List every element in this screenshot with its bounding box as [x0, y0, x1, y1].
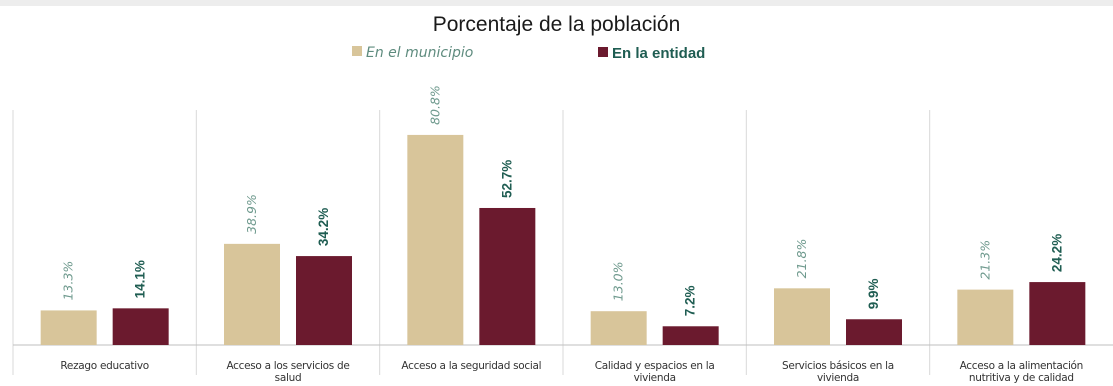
data-label-municipio: 38.9%: [244, 194, 259, 234]
bar-entidad: [112, 308, 169, 345]
bar-municipio: [224, 243, 280, 345]
bar-entidad: [296, 256, 352, 345]
bar-municipio: [407, 134, 464, 345]
bar-entidad: [846, 319, 902, 345]
x-tick-label: Acceso a los servicios de: [226, 360, 349, 372]
data-label-entidad: 9.9%: [866, 278, 881, 309]
legend-swatch-entidad: [598, 47, 608, 57]
data-label-entidad: 34.2%: [316, 208, 331, 246]
x-tick-label: vivienda: [634, 372, 676, 384]
chart-title: Porcentaje de la población: [432, 13, 681, 36]
bar-entidad: [479, 207, 536, 345]
x-tick-label: Rezago educativo: [60, 360, 149, 372]
x-tick-label: vivienda: [817, 372, 859, 384]
x-tick-label: Acceso a la seguridad social: [401, 360, 541, 372]
x-tick-label: nutritiva y de calidad: [969, 372, 1074, 384]
bar-municipio: [590, 311, 647, 345]
data-label-entidad: 7.2%: [683, 285, 698, 316]
data-label-entidad: 24.2%: [1049, 234, 1064, 272]
x-tick-label: Acceso a la alimentación: [960, 360, 1083, 372]
bar-entidad: [1029, 282, 1086, 345]
legend-item-municipio: En el municipio: [352, 45, 473, 65]
data-label-municipio: 13.0%: [611, 261, 626, 301]
x-tick-label: salud: [275, 372, 302, 384]
bar-entidad: [662, 326, 719, 345]
x-tick-label: Servicios básicos en la: [782, 360, 894, 372]
data-label-municipio: 80.8%: [427, 85, 442, 125]
data-label-municipio: 13.3%: [61, 261, 76, 301]
data-label-entidad: 52.7%: [499, 160, 514, 198]
legend-label-municipio: En el municipio: [366, 45, 474, 61]
bar-municipio: [40, 310, 97, 345]
top-border: [0, 0, 1113, 6]
legend-item-entidad: En la entidad: [598, 45, 705, 65]
legend-swatch-municipio: [352, 46, 362, 56]
bar-municipio: [957, 289, 1014, 345]
x-tick-label: Calidad y espacios en la: [595, 360, 715, 372]
data-label-municipio: 21.3%: [977, 240, 992, 280]
data-label-entidad: 14.1%: [133, 260, 148, 298]
legend-label-entidad: En la entidad: [612, 45, 706, 62]
bar-municipio: [774, 288, 830, 345]
data-label-municipio: 21.8%: [794, 239, 809, 279]
